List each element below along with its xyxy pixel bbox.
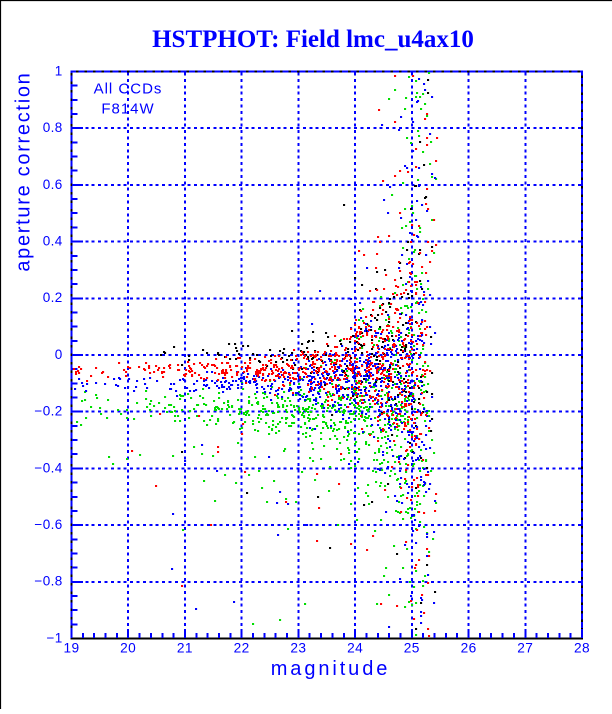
svg-text:0.4: 0.4 bbox=[43, 234, 63, 249]
svg-text:22: 22 bbox=[234, 641, 250, 656]
svg-text:24: 24 bbox=[347, 641, 363, 656]
svg-text:HSTPHOT: Field lmc_u4ax10: HSTPHOT: Field lmc_u4ax10 bbox=[152, 26, 474, 53]
svg-text:19: 19 bbox=[63, 641, 79, 656]
svg-text:All CCDs: All CCDs bbox=[94, 80, 163, 97]
svg-text:−0.8: −0.8 bbox=[34, 574, 62, 589]
svg-text:0: 0 bbox=[55, 347, 63, 362]
svg-text:magnitude: magnitude bbox=[271, 658, 391, 680]
svg-text:0.6: 0.6 bbox=[43, 177, 63, 192]
svg-text:20: 20 bbox=[120, 641, 136, 656]
svg-text:F814W: F814W bbox=[101, 101, 154, 118]
svg-text:−1: −1 bbox=[46, 630, 62, 645]
svg-text:27: 27 bbox=[517, 641, 533, 656]
svg-text:−0.2: −0.2 bbox=[34, 404, 62, 419]
svg-text:23: 23 bbox=[290, 641, 306, 656]
svg-text:−0.6: −0.6 bbox=[34, 517, 62, 532]
svg-text:−0.4: −0.4 bbox=[34, 460, 62, 475]
svg-text:28: 28 bbox=[574, 641, 590, 656]
svg-text:1: 1 bbox=[55, 63, 63, 78]
svg-text:26: 26 bbox=[461, 641, 477, 656]
svg-text:21: 21 bbox=[177, 641, 193, 656]
svg-text:0.2: 0.2 bbox=[43, 290, 63, 305]
svg-text:25: 25 bbox=[404, 641, 420, 656]
svg-text:aperture correction: aperture correction bbox=[13, 72, 35, 272]
svg-text:0.8: 0.8 bbox=[43, 120, 63, 135]
